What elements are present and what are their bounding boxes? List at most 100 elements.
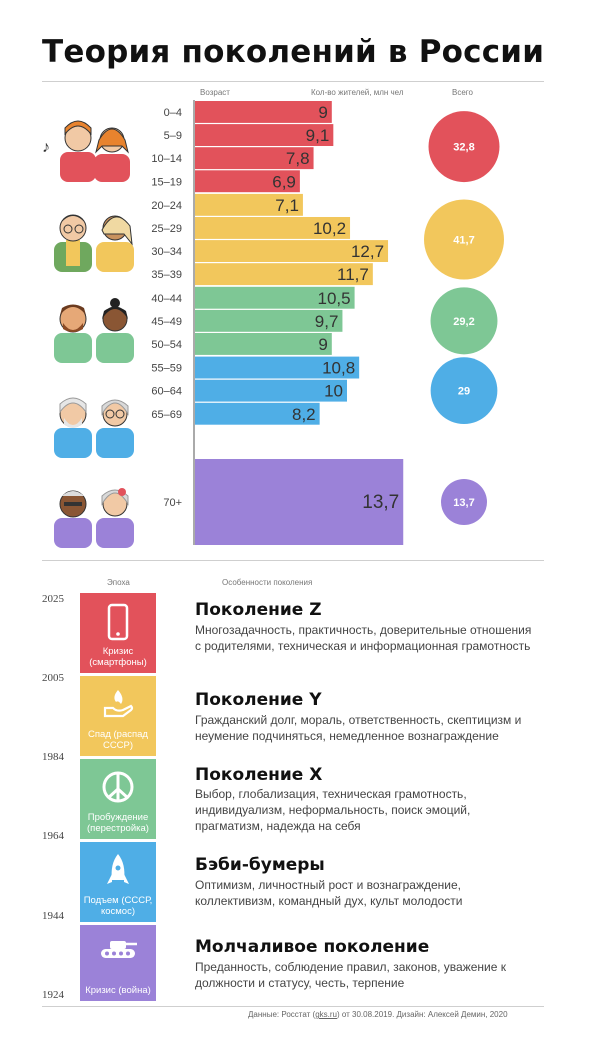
era-box-awakening-perestroika: Пробуждение (перестройка) [80, 759, 156, 839]
population-column-header: Кол-во жителей, млн чел [311, 88, 404, 97]
era-label: Подъем (СССР, космос) [83, 895, 153, 917]
smartphone-icon [107, 603, 129, 641]
generation-x-description: Выбор, глобализация, техническая грамотн… [195, 787, 471, 833]
bar-value-label: 10,2 [313, 219, 346, 238]
silent-generation-title: Молчаливое поколение [195, 937, 430, 957]
bar-15–19 [195, 170, 300, 193]
age-tick-label: 70+ [163, 497, 182, 509]
era-box-crisis-smartphones: Кризис (смартфоны) [80, 593, 156, 673]
era-label: Пробуждение (перестройка) [87, 812, 149, 834]
age-column-header: Возраст [200, 88, 230, 97]
footer-prefix: Данные: Росстат ( [248, 1010, 316, 1019]
group-total-circle [430, 287, 498, 355]
flame-hand-icon [103, 690, 134, 718]
svg-text:♪: ♪ [42, 139, 50, 156]
bar-50–54 [195, 333, 332, 355]
bar-30–34 [195, 240, 389, 262]
generation-x-people-illustration [52, 295, 138, 363]
tank-icon [101, 941, 137, 958]
bar-10–14 [195, 147, 314, 170]
chart-divider [42, 560, 544, 561]
source-footer: Данные: Росстат (gks.ru) от 30.08.2019. … [248, 1010, 508, 1019]
bar-value-label: 9 [318, 335, 327, 354]
bar-value-label: 11,7 [337, 265, 369, 284]
age-tick-label: 15–19 [151, 176, 182, 188]
year-label: 1944 [42, 910, 64, 922]
group-total-circle [430, 357, 498, 425]
age-tick-label: 30–34 [151, 246, 182, 258]
silent-generation-description: Преданность, соблюдение правил, законов,… [195, 960, 506, 990]
bar-value-label: 9,1 [306, 126, 330, 145]
age-tick-label: 0–4 [164, 107, 182, 119]
year-label: 1964 [42, 830, 64, 842]
bar-70+ [195, 459, 404, 545]
group-total-circle [424, 199, 504, 280]
group-total-label: 32,8 [453, 142, 474, 154]
era-column-header: Эпоха [107, 578, 130, 587]
bar-5–9 [195, 124, 334, 146]
peace-icon [102, 771, 134, 803]
group-total-circle [428, 111, 500, 183]
bar-65–69 [195, 402, 320, 425]
generation-y-people-illustration [52, 204, 138, 272]
year-label: 2025 [42, 593, 64, 605]
bar-value-label: 7,1 [275, 196, 299, 215]
bar-value-label: 13,7 [362, 492, 399, 513]
bar-value-label: 12,7 [351, 242, 384, 261]
year-label: 1984 [42, 751, 64, 763]
generation-x-title: Поколение X [195, 765, 323, 785]
bar-20–24 [195, 193, 303, 216]
generation-z-description: Многозадачность, практичность, доверител… [195, 623, 532, 653]
group-total-circle [441, 479, 487, 525]
era-label: Кризис (смартфоны) [89, 646, 147, 668]
generation-y-description: Гражданский долг, мораль, ответственност… [195, 713, 522, 743]
source-link[interactable]: gks.ru [315, 1010, 337, 1019]
year-label: 1924 [42, 989, 64, 1001]
age-tick-label: 10–14 [151, 153, 182, 165]
total-column-header: Всего [452, 88, 473, 97]
bar-value-label: 10,5 [318, 289, 351, 308]
generation-z-title: Поколение Z [195, 600, 322, 620]
bar-0–4 [195, 101, 332, 123]
age-tick-label: 40–44 [151, 293, 182, 305]
features-column-header: Особенности поколения [222, 578, 313, 587]
group-total-label: 29 [458, 386, 470, 398]
age-tick-label: 35–39 [151, 269, 182, 281]
baby-boomers-description: Оптимизм, личностный рост и вознагражден… [195, 878, 463, 908]
page-title: Теория поколений в России [42, 34, 545, 70]
population-bar-chart: 9 0–4 9,1 5–9 7,8 10–14 6,9 15–19 7,1 20–24 10,2 25… [151, 100, 504, 545]
bar-value-label: 9,7 [315, 312, 339, 331]
silent-generation-people-illustration [52, 478, 138, 548]
bar-60–64 [195, 379, 347, 402]
bar-40–44 [195, 286, 355, 309]
bar-55–59 [195, 356, 360, 379]
baby-boomers-people-illustration [52, 388, 138, 458]
group-total-label: 29,2 [453, 316, 474, 328]
bar-25–29 [195, 217, 351, 239]
bar-value-label: 7,8 [286, 149, 310, 168]
era-box-crisis-war: Кризис (война) [80, 925, 156, 1001]
era-label: Спад (распад СССР) [88, 729, 148, 751]
era-box-decline-ussr-collapse: Спад (распад СССР) [80, 676, 156, 756]
bar-35–39 [195, 263, 373, 286]
age-tick-label: 55–59 [151, 363, 182, 375]
age-tick-label: 25–29 [151, 223, 182, 235]
age-tick-label: 60–64 [151, 386, 182, 398]
footer-suffix: ) от 30.08.2019. Дизайн: Алексей Демин, … [336, 1010, 508, 1019]
bar-value-label: 8,2 [292, 405, 316, 424]
era-box-rise-ussr-space: Подъем (СССР, космос) [80, 842, 156, 922]
group-total-label: 41,7 [453, 235, 474, 247]
age-tick-label: 65–69 [151, 409, 182, 421]
age-tick-label: 45–49 [151, 316, 182, 328]
bar-value-label: 6,9 [272, 172, 296, 191]
rocket-icon [107, 854, 129, 884]
bar-45–49 [195, 309, 343, 332]
bar-value-label: 10 [324, 382, 343, 401]
title-divider [42, 81, 544, 82]
footer-divider [42, 1006, 544, 1007]
age-tick-label: 50–54 [151, 339, 182, 351]
generation-z-people-illustration: ♪ [42, 112, 138, 182]
bar-value-label: 10,8 [322, 359, 355, 378]
era-label: Кризис (война) [85, 985, 151, 996]
baby-boomers-title: Бэби-бумеры [195, 855, 325, 875]
